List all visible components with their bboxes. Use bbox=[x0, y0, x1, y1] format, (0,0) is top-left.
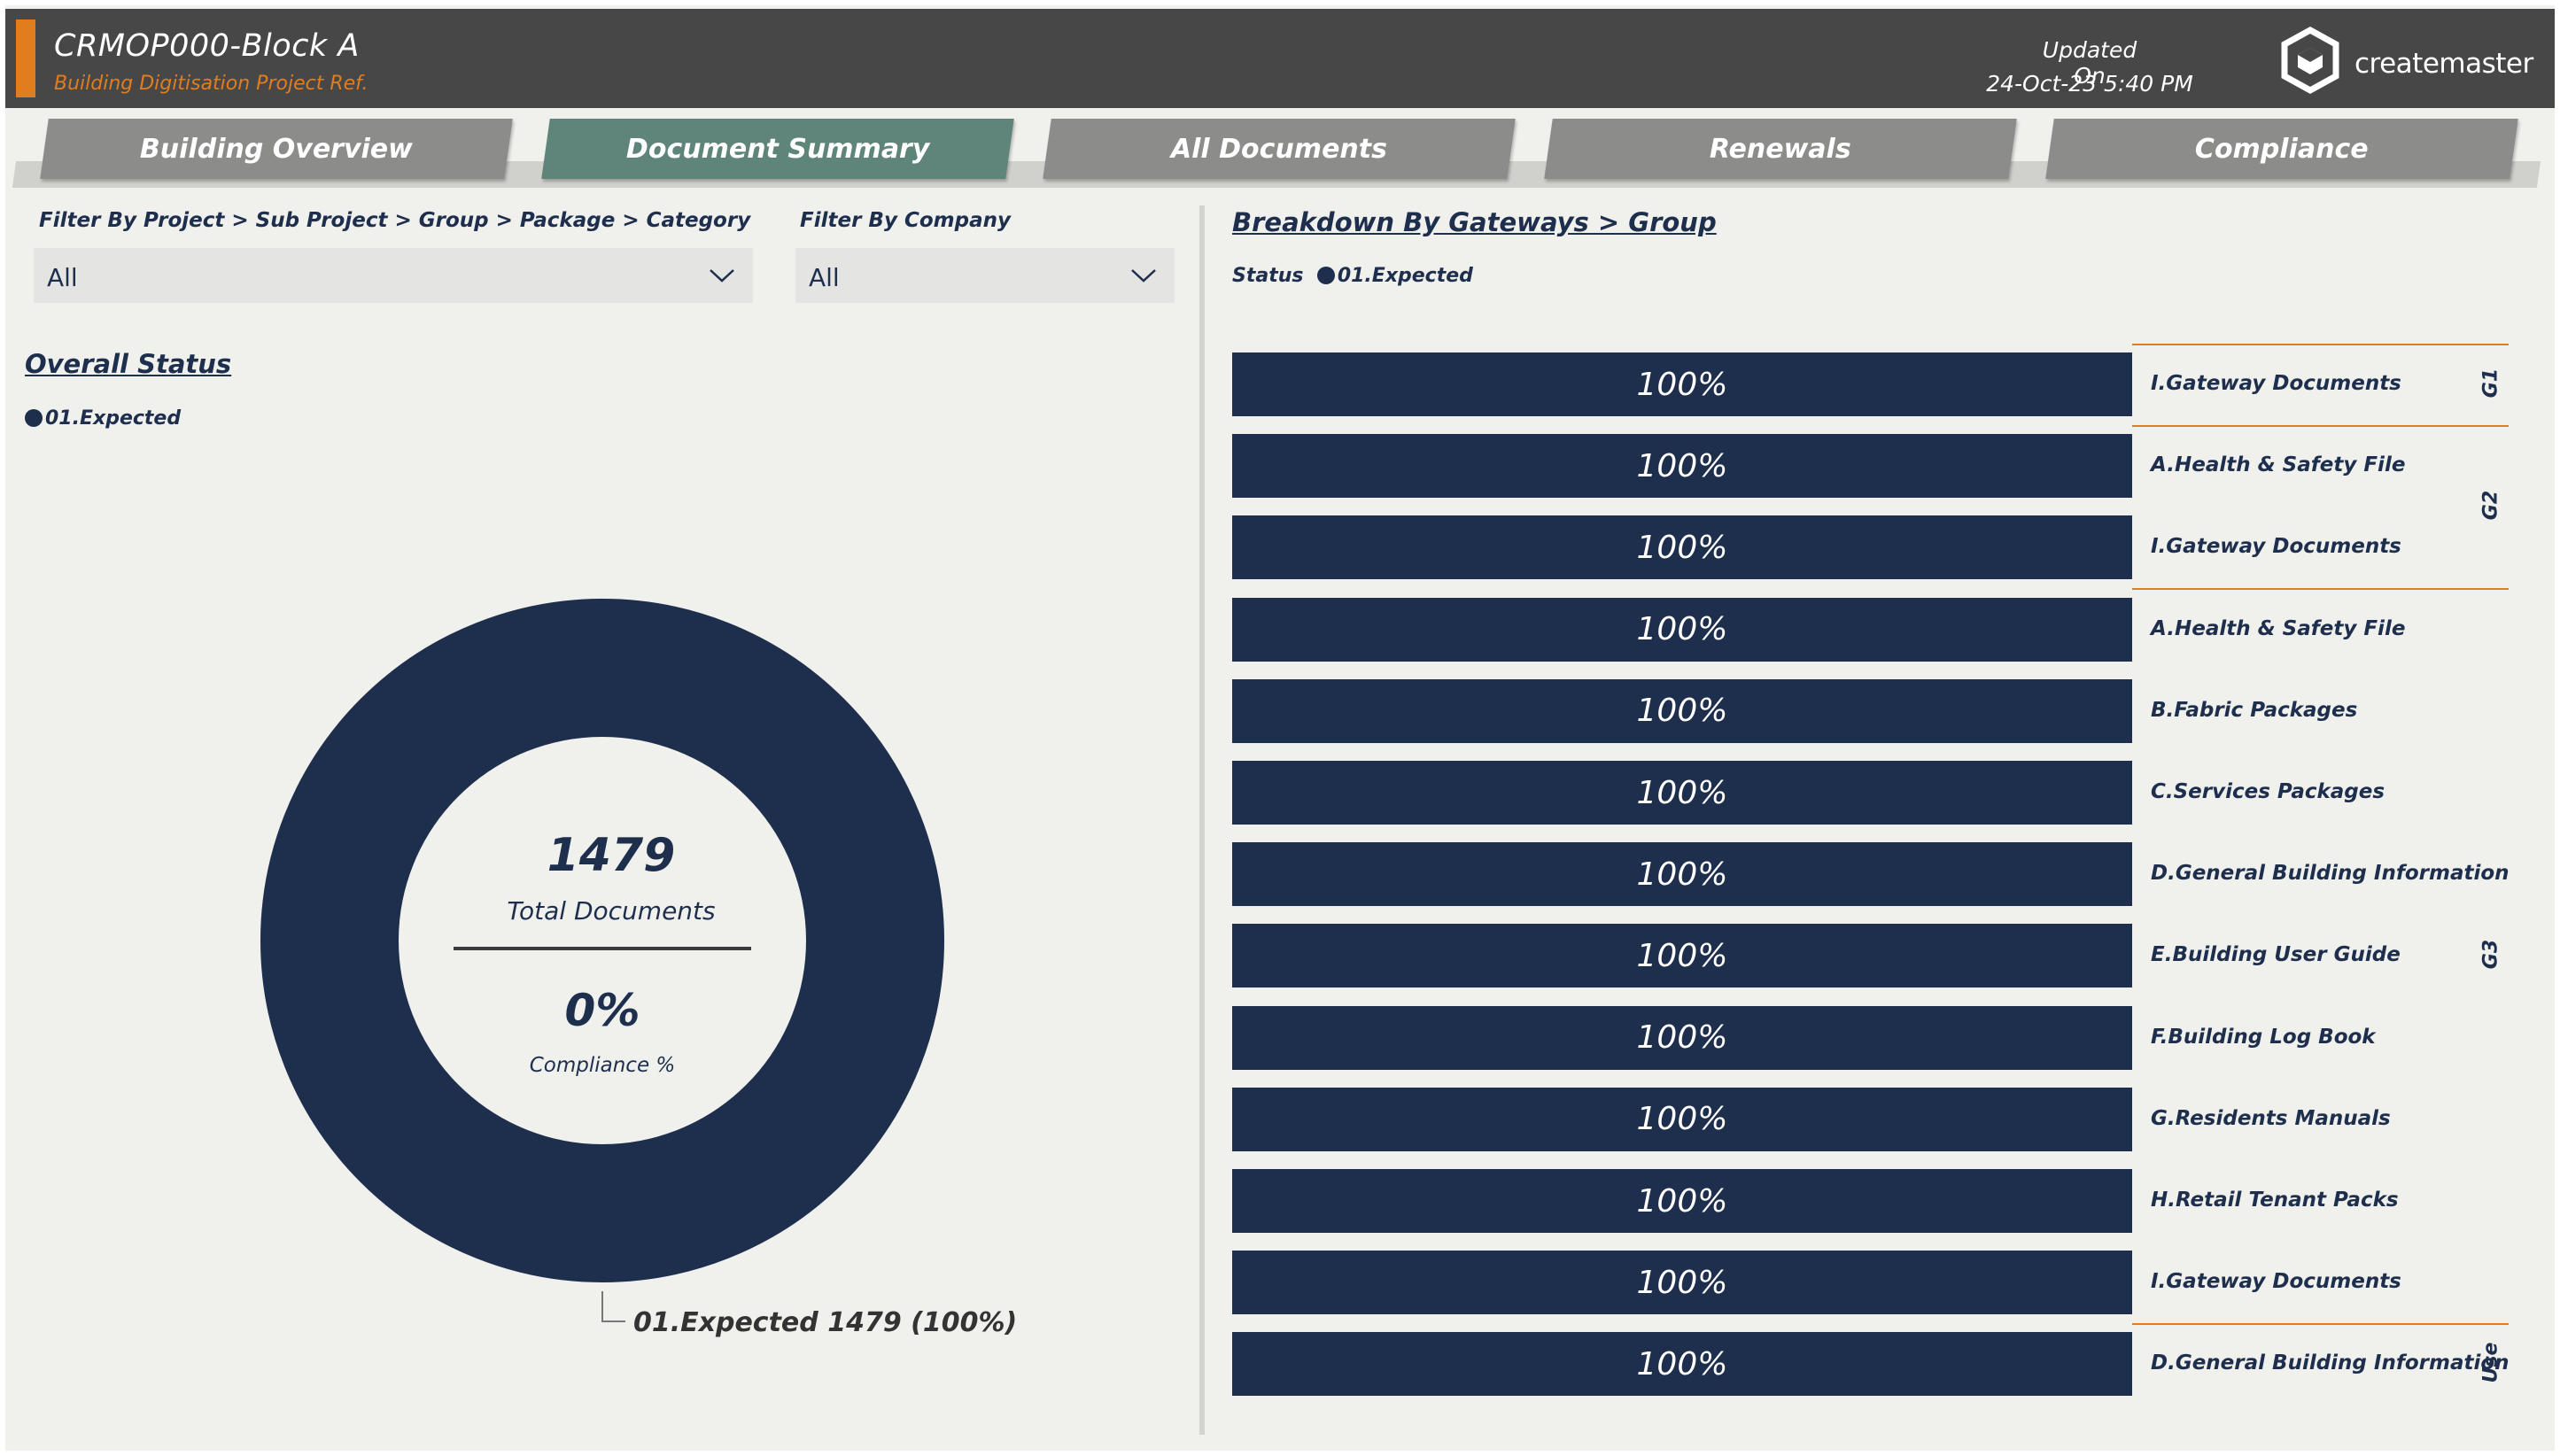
overall-status-legend: 01.Expected bbox=[25, 407, 181, 430]
category-label: A.Health & Safety File bbox=[2151, 616, 2406, 640]
group-separator bbox=[2132, 425, 2509, 427]
brand-name-light: create bbox=[2354, 48, 2440, 80]
legend-label: 01.Expected bbox=[1337, 265, 1473, 287]
group-separator bbox=[2132, 344, 2509, 345]
bar-01-expected[interactable]: 100% bbox=[1232, 352, 2132, 416]
bar-data-label: 100% bbox=[1636, 1101, 1728, 1138]
group-separator bbox=[2132, 588, 2509, 591]
bar-data-label: 100% bbox=[1636, 856, 1728, 893]
group-label: G1 bbox=[2479, 368, 2502, 399]
bar-01-expected[interactable]: 100% bbox=[1232, 434, 2132, 499]
legend-label: 01.Expected bbox=[45, 407, 182, 430]
category-label: E.Building User Guide bbox=[2151, 943, 2401, 967]
filter-company-label: Filter By Company bbox=[800, 209, 1011, 232]
bar-data-label: 100% bbox=[1636, 1264, 1728, 1301]
donut-slice-01-expected[interactable] bbox=[260, 599, 944, 1282]
bar-data-label: 100% bbox=[1636, 1019, 1728, 1057]
group-separator bbox=[2132, 1323, 2509, 1326]
total-documents-value: 1479 bbox=[547, 829, 676, 882]
report-subtitle: Building Digitisation Project Ref. bbox=[54, 73, 368, 95]
bar-01-expected[interactable]: 100% bbox=[1232, 924, 2132, 988]
compliance-value: 0% bbox=[564, 985, 640, 1036]
bar-data-label: 100% bbox=[1636, 1182, 1728, 1220]
category-label: B.Fabric Packages bbox=[2151, 698, 2358, 722]
group-label: G2 bbox=[2479, 491, 2502, 521]
group-label: G3 bbox=[2479, 940, 2502, 970]
bar-data-label: 100% bbox=[1636, 447, 1728, 484]
bar-data-label: 100% bbox=[1636, 1345, 1728, 1382]
compliance-label: Compliance % bbox=[529, 1054, 676, 1077]
report-title: CRMOP000-Block A bbox=[54, 28, 360, 64]
category-label: A.Health & Safety File bbox=[2151, 453, 2406, 477]
total-documents-label: Total Documents bbox=[507, 896, 716, 925]
legend-dot-icon bbox=[1316, 267, 1335, 284]
chevron-down-icon bbox=[710, 269, 734, 283]
bar-01-expected[interactable]: 100% bbox=[1232, 515, 2132, 580]
section-divider bbox=[1199, 205, 1205, 1435]
category-label: D.General Building Information bbox=[2151, 1351, 2510, 1375]
filter-company-value: All bbox=[809, 263, 840, 292]
brand-name-bold: master bbox=[2439, 48, 2533, 80]
bar-01-expected[interactable]: 100% bbox=[1232, 761, 2132, 825]
filter-project-label: Filter By Project > Sub Project > Group … bbox=[39, 209, 751, 232]
filter-project-dropdown[interactable]: All bbox=[34, 248, 753, 303]
category-label: I.Gateway Documents bbox=[2151, 535, 2401, 559]
bar-data-label: 100% bbox=[1636, 693, 1728, 730]
breakdown-legend: Status 01.Expected bbox=[1232, 265, 1473, 287]
brand-name: createmaster bbox=[2354, 48, 2533, 80]
bar-data-label: 100% bbox=[1636, 774, 1728, 811]
bar-data-label: 100% bbox=[1636, 937, 1728, 974]
donut-center-divider bbox=[454, 947, 751, 950]
category-label: G.Residents Manuals bbox=[2151, 1106, 2391, 1130]
bar-01-expected[interactable]: 100% bbox=[1232, 597, 2132, 662]
bar-data-label: 100% bbox=[1636, 529, 1728, 566]
category-label: I.Gateway Documents bbox=[2151, 372, 2401, 395]
createmaster-logo-icon bbox=[2281, 27, 2339, 94]
legend-title: Status bbox=[1232, 265, 1304, 287]
bar-01-expected[interactable]: 100% bbox=[1232, 1005, 2132, 1070]
bar-01-expected[interactable]: 100% bbox=[1232, 842, 2132, 907]
donut-data-label: 01.Expected 1479 (100%) bbox=[633, 1307, 1018, 1338]
chevron-down-icon bbox=[1131, 269, 1156, 283]
category-label: D.General Building Information bbox=[2151, 862, 2510, 886]
group-label: Use bbox=[2479, 1342, 2502, 1383]
bar-data-label: 100% bbox=[1636, 366, 1728, 403]
updated-on-label: Updated On bbox=[2042, 37, 2137, 89]
donut-callout-leader bbox=[601, 1291, 625, 1322]
category-label: C.Services Packages bbox=[2151, 780, 2385, 803]
filter-project-value: All bbox=[47, 263, 78, 292]
filter-company-dropdown[interactable]: All bbox=[795, 248, 1175, 303]
bar-data-label: 100% bbox=[1636, 611, 1728, 648]
category-label: F.Building Log Book bbox=[2151, 1025, 2376, 1049]
bar-01-expected[interactable]: 100% bbox=[1232, 1087, 2132, 1151]
breakdown-heading: Breakdown By Gateways > Group bbox=[1232, 207, 1717, 237]
bar-01-expected[interactable]: 100% bbox=[1232, 678, 2132, 743]
category-label: H.Retail Tenant Packs bbox=[2151, 1189, 2399, 1212]
bar-01-expected[interactable]: 100% bbox=[1232, 1251, 2132, 1315]
report-header: CRMOP000-Block A Building Digitisation P… bbox=[5, 9, 2555, 108]
bar-01-expected[interactable]: 100% bbox=[1232, 1332, 2132, 1397]
legend-dot-icon bbox=[25, 409, 43, 427]
bar-01-expected[interactable]: 100% bbox=[1232, 1169, 2132, 1233]
header-accent-bar bbox=[16, 19, 35, 97]
overall-status-heading: Overall Status bbox=[25, 349, 232, 379]
updated-on-value: 24-Oct-23 5:40 PM bbox=[1986, 71, 2193, 97]
category-label: I.Gateway Documents bbox=[2151, 1270, 2401, 1294]
